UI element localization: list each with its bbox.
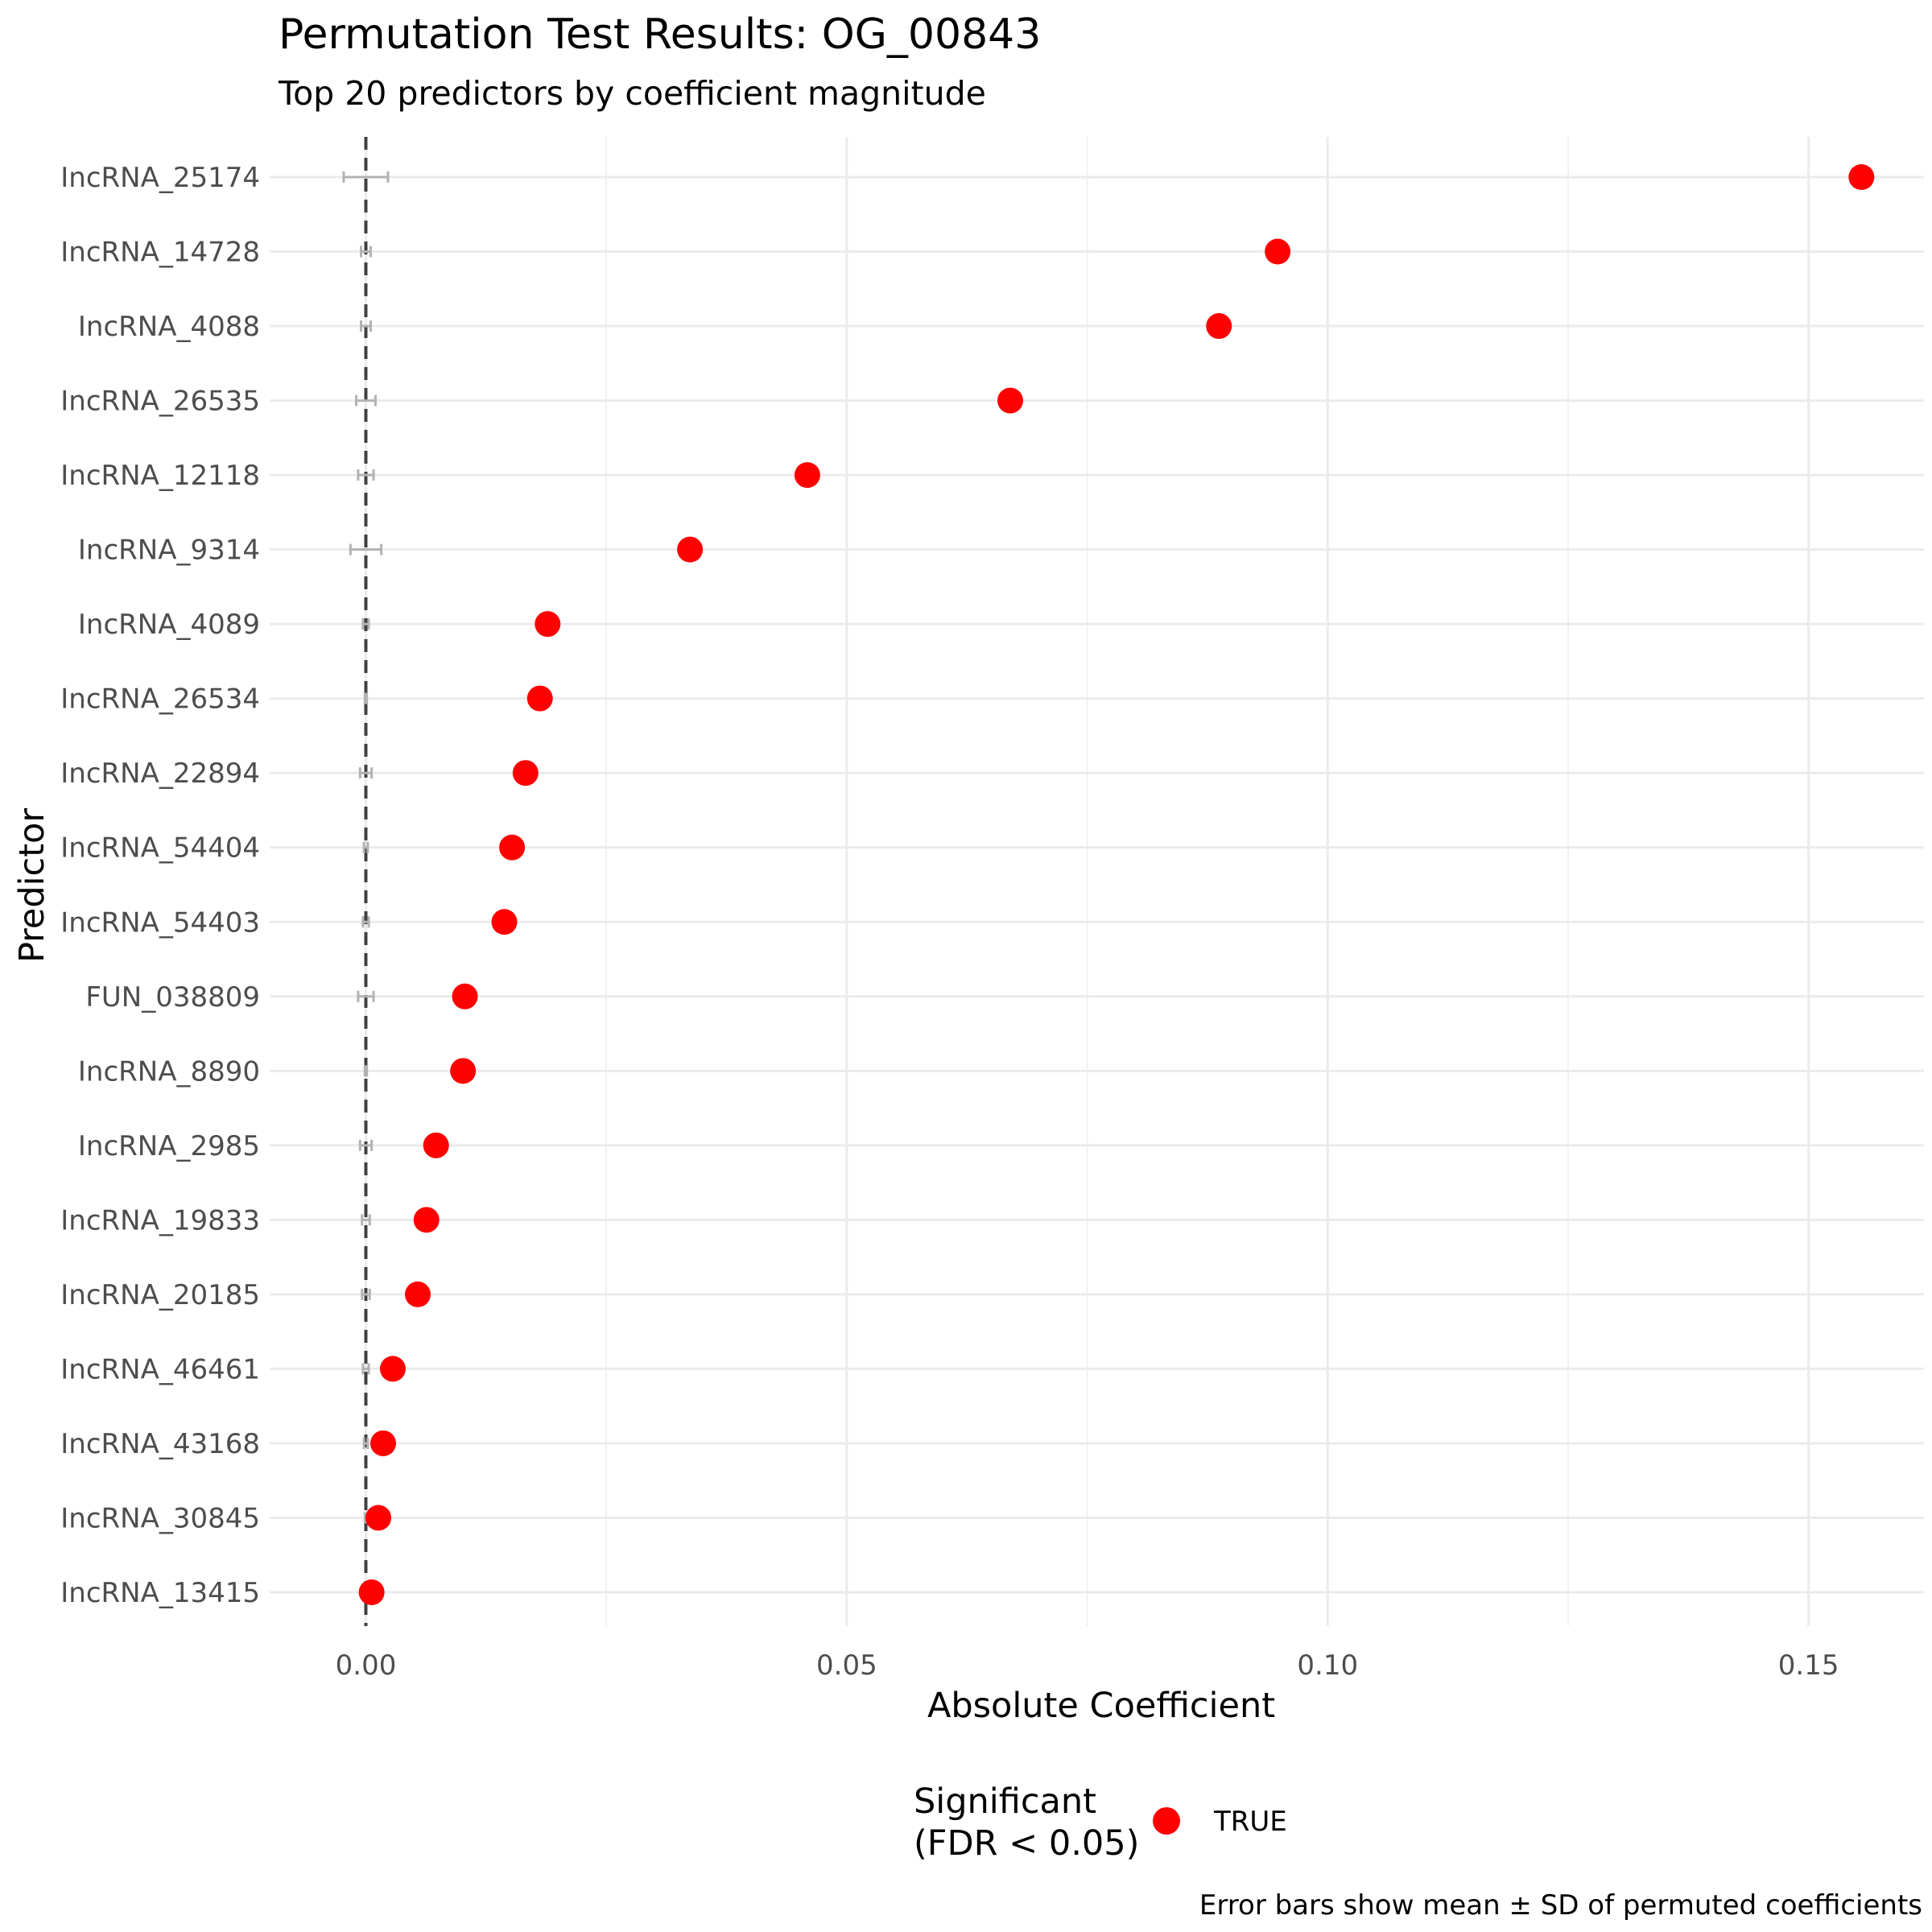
data-point xyxy=(512,760,539,786)
data-point xyxy=(499,834,526,861)
legend-label-true: TRUE xyxy=(1213,1806,1287,1838)
grid-lines xyxy=(270,137,1924,1626)
data-point xyxy=(1206,313,1232,340)
data-point xyxy=(423,1132,449,1158)
y-tick-label: IncRNA_20185 xyxy=(60,1279,260,1311)
data-point xyxy=(413,1207,440,1233)
data-point xyxy=(794,462,820,489)
y-tick-label: IncRNA_26535 xyxy=(60,386,260,418)
y-tick-label: IncRNA_14728 xyxy=(60,237,260,269)
error-bar xyxy=(360,320,372,332)
error-bar xyxy=(362,841,369,853)
error-bar xyxy=(358,767,374,779)
error-bar xyxy=(361,1288,371,1300)
x-tick-label: 0.15 xyxy=(1778,1649,1839,1682)
y-tick-label: IncRNA_2985 xyxy=(78,1130,260,1162)
x-axis-title: Absolute Coefficient xyxy=(927,1686,1275,1726)
y-tick-label: IncRNA_9314 xyxy=(78,535,260,567)
y-tick-label: IncRNA_46461 xyxy=(60,1353,260,1385)
data-point xyxy=(526,685,553,712)
y-tick-label: IncRNA_22894 xyxy=(60,758,260,790)
y-tick-label: IncRNA_8890 xyxy=(78,1055,260,1088)
data-point xyxy=(1848,164,1875,190)
data-point xyxy=(677,536,704,563)
data-point xyxy=(404,1281,431,1307)
y-tick-label: IncRNA_12118 xyxy=(60,460,260,492)
error-bar xyxy=(357,990,375,1002)
error-bar xyxy=(358,1139,374,1151)
x-tick-label: 0.10 xyxy=(1297,1649,1358,1682)
y-tick-label: IncRNA_13415 xyxy=(60,1577,260,1609)
legend-title-line-1: Significant xyxy=(914,1781,1096,1822)
data-point xyxy=(535,611,561,638)
data-point xyxy=(1265,238,1291,265)
y-axis-title: Predictor xyxy=(12,808,52,963)
legend-key-true xyxy=(1153,1807,1180,1835)
x-axis-tick-labels: 0.00 0.05 0.10 0.15 xyxy=(336,1649,1839,1682)
y-tick-label: IncRNA_4089 xyxy=(78,609,260,641)
error-bar xyxy=(349,543,383,555)
error-bar xyxy=(357,469,375,481)
data-point xyxy=(369,1430,396,1456)
error-bar xyxy=(362,1437,369,1449)
error-bar xyxy=(361,916,370,928)
chart-subtitle: Top 20 predictors by coefficient magnitu… xyxy=(278,74,986,113)
y-axis-tick-labels: IncRNA_25174 IncRNA_14728 IncRNA_4088 IncRN… xyxy=(60,162,260,1609)
y-tick-label: IncRNA_19833 xyxy=(60,1204,260,1236)
y-tick-label: FUN_038809 xyxy=(85,981,260,1013)
x-tick-label: 0.05 xyxy=(816,1649,877,1682)
error-bar xyxy=(360,246,372,258)
error-bar xyxy=(355,394,377,407)
error-bar xyxy=(361,618,370,630)
error-bar xyxy=(361,1214,371,1226)
y-tick-label: IncRNA_43168 xyxy=(60,1428,260,1460)
legend-title-line-2: (FDR < 0.05) xyxy=(914,1823,1139,1864)
y-tick-label: IncRNA_30845 xyxy=(60,1502,260,1534)
error-bar xyxy=(363,692,369,704)
error-bar xyxy=(342,171,390,183)
data-point xyxy=(452,983,478,1009)
data-point xyxy=(997,387,1023,414)
y-tick-label: IncRNA_54403 xyxy=(60,906,260,939)
error-bar xyxy=(361,1363,370,1375)
y-tick-label: IncRNA_54404 xyxy=(60,832,260,865)
y-tick-label: IncRNA_25174 xyxy=(60,162,260,194)
y-tick-label: IncRNA_26534 xyxy=(60,683,260,716)
error-bar xyxy=(363,1065,369,1077)
data-points xyxy=(358,164,1875,1605)
data-point xyxy=(379,1356,406,1382)
data-point xyxy=(491,909,518,935)
data-point xyxy=(358,1579,385,1605)
data-point xyxy=(450,1058,477,1084)
chart-title: Permutation Test Results: OG_00843 xyxy=(279,10,1041,59)
x-tick-label: 0.00 xyxy=(336,1649,397,1682)
y-tick-label: IncRNA_4088 xyxy=(78,311,260,343)
legend: Significant (FDR < 0.05) TRUE xyxy=(914,1781,1287,1864)
chart-caption: Error bars show mean ± SD of permuted co… xyxy=(1199,1889,1922,1922)
data-point xyxy=(365,1505,392,1531)
